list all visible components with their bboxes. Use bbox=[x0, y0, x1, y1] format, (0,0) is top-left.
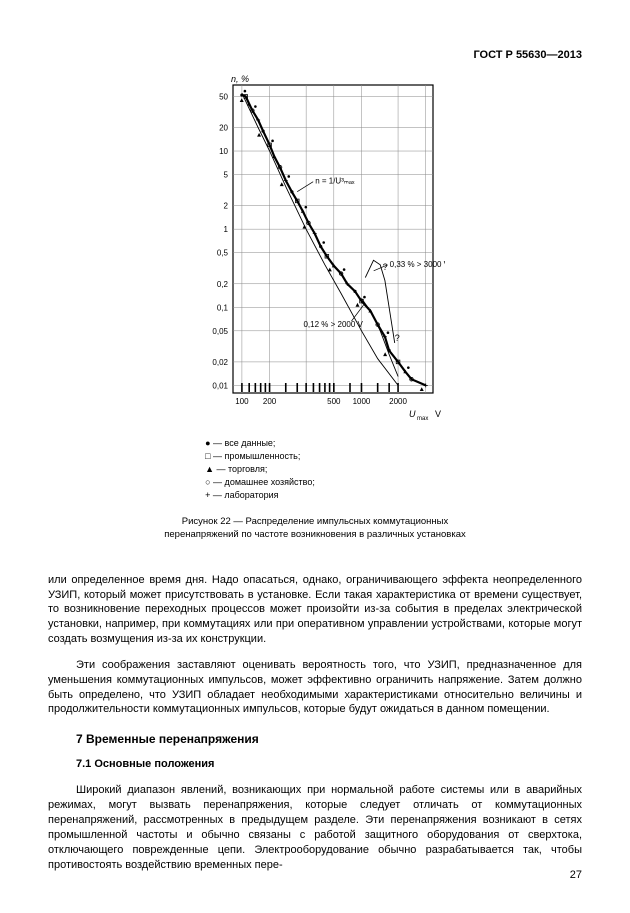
page-number: 27 bbox=[570, 868, 582, 883]
svg-text:0,33 % > 3000 V: 0,33 % > 3000 V bbox=[390, 260, 445, 269]
paragraph-2: Эти соображения заставляют оценивать вер… bbox=[48, 658, 582, 717]
svg-text:U: U bbox=[409, 409, 416, 419]
svg-text:1: 1 bbox=[224, 225, 229, 234]
svg-text:100: 100 bbox=[235, 397, 249, 406]
svg-text:n, %: n, % bbox=[231, 74, 249, 84]
svg-text:0,01: 0,01 bbox=[212, 381, 228, 390]
svg-text:max: max bbox=[417, 416, 428, 422]
figure-caption: Рисунок 22 — Распределение импульсных ко… bbox=[150, 516, 480, 542]
svg-text:?: ? bbox=[395, 333, 400, 343]
legend-trade: ▲ — торговля; bbox=[205, 463, 315, 476]
svg-text:n = 1/U³ₘₐₓ: n = 1/U³ₘₐₓ bbox=[315, 177, 355, 186]
document-id: ГОСТ Р 55630—2013 bbox=[48, 48, 582, 63]
section-heading-7: 7 Временные перенапряжения bbox=[76, 731, 582, 747]
svg-text:0,1: 0,1 bbox=[217, 303, 229, 312]
paragraph-continuation: или определенное время дня. Надо опасать… bbox=[48, 573, 582, 647]
paragraph-3: Широкий диапазон явлений, возникающих пр… bbox=[48, 783, 582, 872]
svg-text:0,02: 0,02 bbox=[212, 358, 228, 367]
svg-text:10: 10 bbox=[219, 147, 228, 156]
legend-lab: + — лаборатория bbox=[205, 489, 315, 502]
legend-household: ○ — домашнее хозяйство; bbox=[205, 476, 315, 489]
svg-text:?: ? bbox=[383, 262, 388, 272]
svg-text:V: V bbox=[435, 409, 441, 419]
svg-text:500: 500 bbox=[327, 397, 341, 406]
chart: 0,01 0,02 0,05 0,1 0,2 0,5 1 2 5 10 20 50 100 200 500 1… bbox=[185, 71, 445, 431]
legend-industry: □ — промышленность; bbox=[205, 450, 315, 463]
svg-text:2000: 2000 bbox=[389, 397, 407, 406]
chart-legend: ● — все данные; □ — промышленность; ▲ — … bbox=[205, 437, 315, 502]
svg-text:5: 5 bbox=[224, 170, 229, 179]
svg-text:0,12 % > 2000 V: 0,12 % > 2000 V bbox=[303, 320, 363, 329]
svg-text:0,2: 0,2 bbox=[217, 280, 229, 289]
svg-text:2: 2 bbox=[224, 201, 229, 210]
svg-text:1000: 1000 bbox=[353, 397, 371, 406]
subsection-heading-7-1: 7.1 Основные положения bbox=[76, 757, 582, 772]
figure-22: 0,01 0,02 0,05 0,1 0,2 0,5 1 2 5 10 20 50 100 200 500 1… bbox=[48, 71, 582, 562]
svg-text:0,5: 0,5 bbox=[217, 249, 229, 258]
svg-text:200: 200 bbox=[263, 397, 277, 406]
svg-text:50: 50 bbox=[219, 92, 228, 101]
svg-text:0,05: 0,05 bbox=[212, 327, 228, 336]
legend-all: ● — все данные; bbox=[205, 437, 315, 450]
svg-text:20: 20 bbox=[219, 123, 228, 132]
